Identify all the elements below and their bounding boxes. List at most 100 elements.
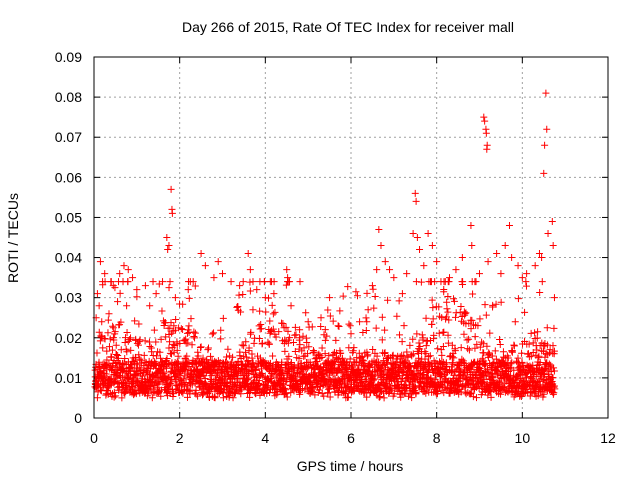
noise-point [488, 352, 496, 360]
noise-point [110, 388, 118, 396]
noise-point [372, 324, 380, 332]
noise-point [207, 352, 215, 360]
noise-point [315, 386, 323, 394]
data-point [317, 314, 325, 322]
noise-point [100, 372, 108, 380]
noise-point [467, 325, 475, 333]
noise-point [158, 307, 166, 315]
noise-point [107, 278, 115, 286]
data-point [467, 221, 475, 229]
noise-point [534, 392, 542, 400]
noise-point [91, 366, 99, 374]
noise-point [493, 364, 501, 372]
noise-point [510, 366, 518, 374]
noise-point [242, 338, 250, 346]
noise-point [326, 312, 334, 320]
noise-point [487, 393, 495, 401]
noise-point [308, 323, 316, 331]
noise-point [448, 353, 456, 361]
data-point [356, 318, 364, 326]
noise-point [533, 346, 541, 354]
y-tick-label: 0.09 [55, 49, 82, 65]
noise-point [269, 325, 277, 333]
x-tick-label: 6 [347, 430, 355, 446]
noise-point [485, 349, 493, 357]
x-tick-label: 4 [261, 430, 269, 446]
noise-point [302, 309, 310, 317]
noise-point [395, 297, 403, 305]
noise-point [373, 352, 381, 360]
noise-point [478, 338, 486, 346]
data-point [386, 266, 394, 274]
noise-point [130, 357, 138, 365]
y-tick-label: 0.04 [55, 250, 82, 266]
noise-point [508, 359, 516, 367]
y-tick-label: 0.06 [55, 169, 82, 185]
data-point [412, 197, 420, 205]
noise-point [434, 388, 442, 395]
noise-point [349, 349, 357, 357]
data-point [184, 286, 192, 294]
data-point [505, 221, 513, 229]
data-point [480, 113, 488, 121]
data-point [390, 274, 398, 282]
data-point [114, 298, 122, 306]
noise-point [547, 368, 555, 376]
noise-point [434, 345, 442, 353]
data-point [523, 270, 531, 278]
data-point [458, 254, 466, 262]
noise-point [186, 386, 194, 394]
noise-point [438, 351, 446, 359]
noise-point [439, 343, 447, 351]
noise-point [252, 390, 260, 398]
noise-point [363, 393, 371, 401]
noise-point [388, 386, 396, 394]
noise-point [165, 385, 173, 393]
data-point [214, 258, 222, 266]
x-tick-label: 10 [515, 430, 531, 446]
noise-point [172, 315, 180, 323]
noise-point [117, 318, 125, 326]
noise-point [250, 339, 258, 347]
noise-point [271, 308, 279, 316]
data-point [116, 270, 124, 278]
noise-point [550, 364, 558, 372]
noise-point [422, 342, 430, 350]
noise-point [412, 389, 420, 397]
data-point [105, 310, 113, 318]
data-point [244, 250, 252, 258]
noise-point [262, 308, 270, 316]
noise-point [190, 332, 198, 340]
noise-point [400, 352, 408, 360]
noise-point [339, 292, 347, 300]
data-point [548, 217, 556, 225]
noise-point [188, 381, 196, 389]
noise-point [239, 278, 247, 286]
y-tick-labels: 0 0.01 0.02 0.03 0.04 0.05 0.06 0.07 0.08 0.09 [55, 49, 82, 426]
noise-point [321, 326, 329, 334]
noise-point [286, 334, 294, 342]
data-point [398, 290, 406, 298]
noise-point [111, 284, 119, 292]
noise-point [435, 329, 443, 337]
noise-point [278, 358, 286, 366]
noise-point [435, 303, 443, 311]
noise-point [282, 386, 290, 394]
noise-point [135, 320, 143, 328]
noise-point [124, 278, 132, 286]
noise-point [179, 300, 187, 308]
noise-point [440, 328, 448, 336]
noise-point [345, 320, 353, 328]
data-point [452, 266, 460, 274]
noise-point [240, 342, 248, 350]
noise-point [121, 367, 129, 375]
noise-point [550, 389, 558, 397]
noise-point [417, 278, 425, 286]
noise-point [482, 311, 490, 319]
noise-point [549, 374, 557, 382]
noise-point [472, 394, 480, 402]
noise-point [93, 394, 101, 402]
noise-point [292, 376, 300, 384]
data-point [446, 274, 454, 282]
data-point [364, 306, 372, 314]
